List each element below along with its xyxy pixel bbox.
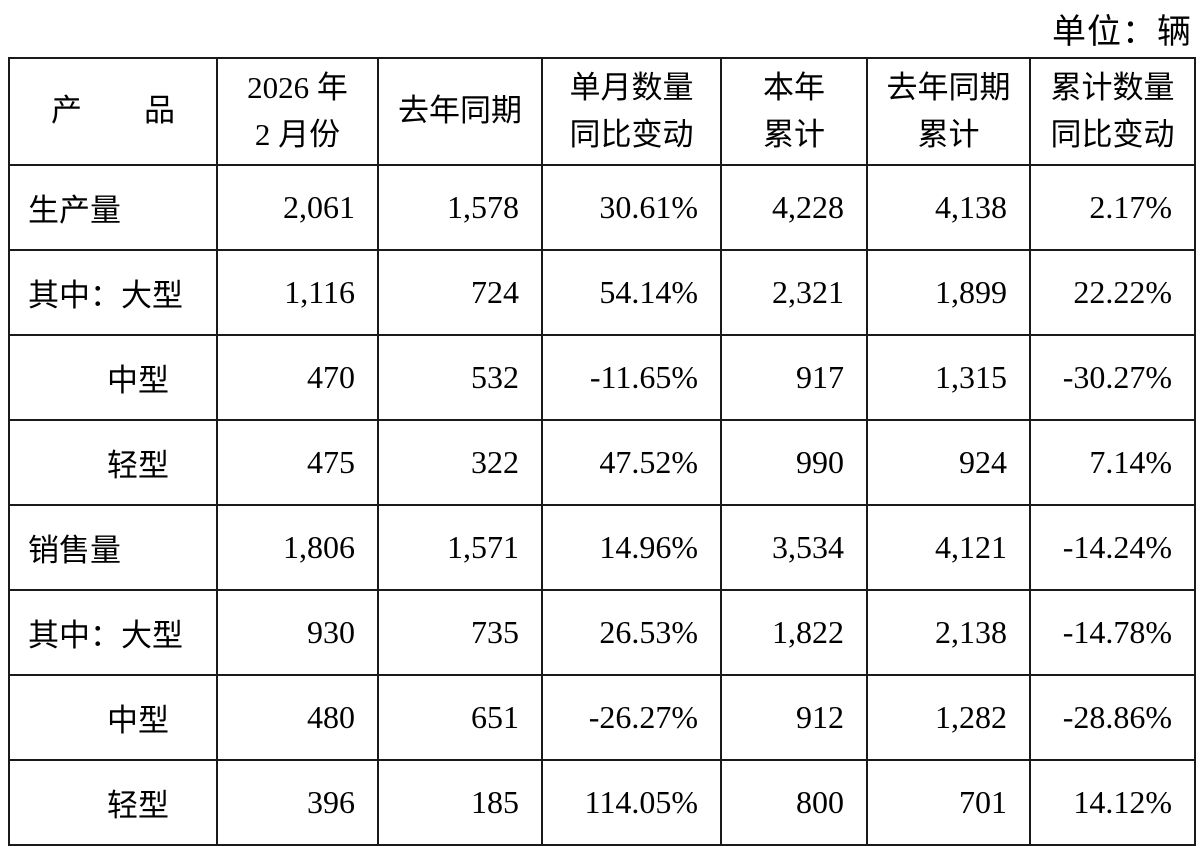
value-cell: 1,578 (377, 164, 543, 251)
row-label-cell: 中型 (8, 674, 218, 761)
header-last-year-same-period: 去年同期 (377, 57, 543, 166)
value-cell: 532 (377, 334, 543, 421)
header-current-month: 2026 年 2 月份 (216, 57, 379, 166)
production-sales-table: 产 品 2026 年 2 月份 去年同期 单月数量 同比变动 本年 累计 去年同… (8, 57, 1196, 846)
value-cell: -11.65% (541, 334, 722, 421)
value-cell: 2.17% (1029, 164, 1196, 251)
value-cell: 917 (720, 334, 868, 421)
value-cell: 1,282 (866, 674, 1031, 761)
value-cell: 7.14% (1029, 419, 1196, 506)
table-row: 中型 470 532 -11.65% 917 1,315 -30.27% (8, 334, 1196, 421)
value-cell: 14.12% (1029, 759, 1196, 846)
header-ytd-total: 本年 累计 (720, 57, 868, 166)
row-label-cell: 生产量 (8, 164, 218, 251)
value-cell: 14.96% (541, 504, 722, 591)
row-label-cell: 中型 (8, 334, 218, 421)
value-cell: 930 (216, 589, 379, 676)
header-product: 产 品 (8, 57, 218, 166)
value-cell: 735 (377, 589, 543, 676)
header-last-year-ytd-total: 去年同期 累计 (866, 57, 1031, 166)
row-label-cell: 其中：大型 (8, 589, 218, 676)
value-cell: 1,899 (866, 249, 1031, 336)
unit-label: 单位：辆 (1052, 14, 1192, 51)
table-row: 中型 480 651 -26.27% 912 1,282 -28.86% (8, 674, 1196, 761)
table-header: 产 品 2026 年 2 月份 去年同期 单月数量 同比变动 本年 累计 去年同… (8, 57, 1196, 166)
value-cell: -28.86% (1029, 674, 1196, 761)
value-cell: 4,138 (866, 164, 1031, 251)
table-row: 轻型 396 185 114.05% 800 701 14.12% (8, 759, 1196, 846)
value-cell: 1,806 (216, 504, 379, 591)
value-cell: 800 (720, 759, 868, 846)
value-cell: -26.27% (541, 674, 722, 761)
value-cell: 912 (720, 674, 868, 761)
value-cell: 2,321 (720, 249, 868, 336)
value-cell: 990 (720, 419, 868, 506)
row-label-cell: 轻型 (8, 419, 218, 506)
value-cell: 1,822 (720, 589, 868, 676)
value-cell: 701 (866, 759, 1031, 846)
header-row: 产 品 2026 年 2 月份 去年同期 单月数量 同比变动 本年 累计 去年同… (8, 57, 1196, 166)
row-label-cell: 其中：大型 (8, 249, 218, 336)
value-cell: 475 (216, 419, 379, 506)
value-cell: 4,121 (866, 504, 1031, 591)
value-cell: 22.22% (1029, 249, 1196, 336)
value-cell: -30.27% (1029, 334, 1196, 421)
value-cell: 30.61% (541, 164, 722, 251)
table-row: 其中：大型 1,116 724 54.14% 2,321 1,899 22.22% (8, 249, 1196, 336)
value-cell: -14.24% (1029, 504, 1196, 591)
table-row: 销售量 1,806 1,571 14.96% 3,534 4,121 -14.24% (8, 504, 1196, 591)
table-row: 生产量 2,061 1,578 30.61% 4,228 4,138 2.17% (8, 164, 1196, 251)
value-cell: 3,534 (720, 504, 868, 591)
value-cell: -14.78% (1029, 589, 1196, 676)
value-cell: 480 (216, 674, 379, 761)
row-label-cell: 轻型 (8, 759, 218, 846)
header-cumulative-yoy-change: 累计数量 同比变动 (1029, 57, 1196, 166)
value-cell: 724 (377, 249, 543, 336)
value-cell: 322 (377, 419, 543, 506)
row-label-cell: 销售量 (8, 504, 218, 591)
value-cell: 185 (377, 759, 543, 846)
value-cell: 4,228 (720, 164, 868, 251)
value-cell: 2,138 (866, 589, 1031, 676)
value-cell: 1,116 (216, 249, 379, 336)
value-cell: 54.14% (541, 249, 722, 336)
value-cell: 2,061 (216, 164, 379, 251)
value-cell: 651 (377, 674, 543, 761)
value-cell: 1,315 (866, 334, 1031, 421)
value-cell: 924 (866, 419, 1031, 506)
value-cell: 26.53% (541, 589, 722, 676)
value-cell: 114.05% (541, 759, 722, 846)
table-row: 轻型 475 322 47.52% 990 924 7.14% (8, 419, 1196, 506)
value-cell: 1,571 (377, 504, 543, 591)
table-body: 生产量 2,061 1,578 30.61% 4,228 4,138 2.17% 其中：大型 1… (8, 164, 1196, 846)
value-cell: 47.52% (541, 419, 722, 506)
table-row: 其中：大型 930 735 26.53% 1,822 2,138 -14.78% (8, 589, 1196, 676)
value-cell: 470 (216, 334, 379, 421)
value-cell: 396 (216, 759, 379, 846)
header-monthly-yoy-change: 单月数量 同比变动 (541, 57, 722, 166)
